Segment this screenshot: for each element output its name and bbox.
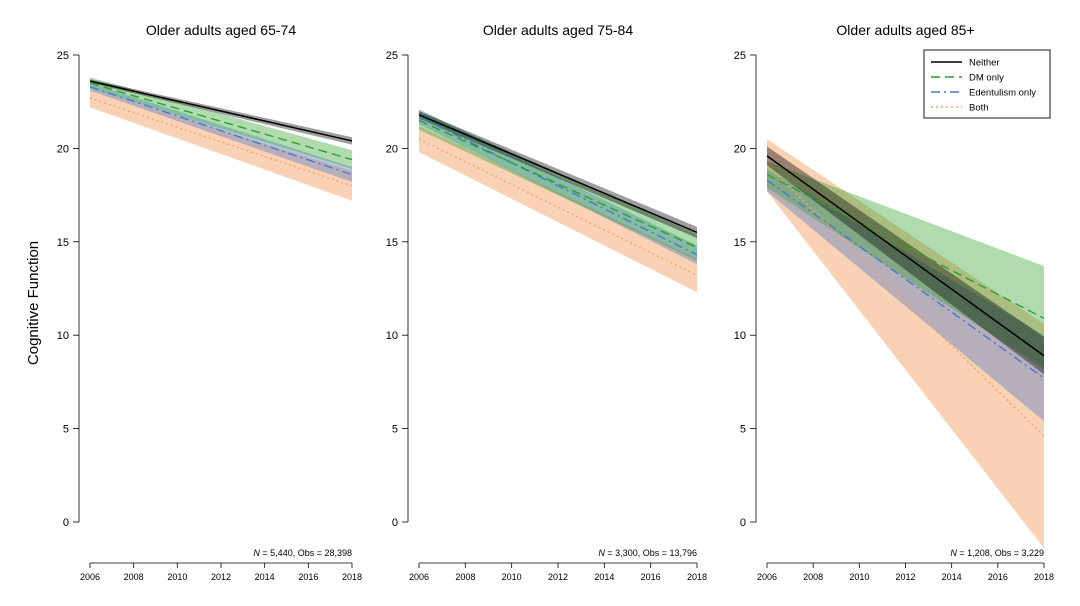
y-tick-label: 5 bbox=[740, 424, 746, 436]
y-tick-label: 20 bbox=[386, 143, 398, 155]
series-line-edentulism-only bbox=[418, 116, 698, 256]
y-tick-label: 15 bbox=[734, 237, 746, 249]
legend: Neither DM only Edentulism only Both bbox=[923, 49, 1051, 119]
sample-size-note: N = 3,300, Obs = 13,796 bbox=[598, 548, 697, 558]
series-line-neither bbox=[766, 155, 1045, 357]
y-tick-label: 20 bbox=[734, 143, 746, 155]
y-tick-label: 0 bbox=[740, 517, 746, 529]
ci-band-both bbox=[90, 88, 352, 201]
panel-1: Older adults aged 65-74 0 5 10 15 20 25 2006 200… bbox=[57, 22, 362, 582]
legend-entry-label: Edentulism only bbox=[969, 88, 1036, 99]
x-tick-label: 2010 bbox=[502, 572, 522, 582]
x-tick-label: 2014 bbox=[942, 572, 962, 582]
ci-band-neither bbox=[419, 111, 697, 239]
ci-band-both bbox=[419, 125, 697, 293]
legend-entry-label: DM only bbox=[969, 73, 1004, 84]
x-tick-label: 2012 bbox=[211, 572, 231, 582]
panel-title: Older adults aged 85+ bbox=[836, 22, 974, 38]
series-line-edentulism-only bbox=[89, 86, 353, 176]
x-tick-label: 2012 bbox=[895, 572, 915, 582]
x-tick-label: 2006 bbox=[80, 572, 100, 582]
x-tick-label: 2008 bbox=[803, 572, 823, 582]
x-tick-label: 2018 bbox=[342, 572, 362, 582]
y-axis-label: Cognitive Function bbox=[25, 241, 42, 365]
y-tick-label: 25 bbox=[386, 50, 398, 62]
x-tick-label: 2010 bbox=[167, 572, 187, 582]
x-tick-label: 2008 bbox=[455, 572, 475, 582]
series-line-both bbox=[418, 138, 698, 277]
series-line-both bbox=[89, 97, 353, 187]
x-tick-label: 2016 bbox=[641, 572, 661, 582]
x-tick-label: 2018 bbox=[1034, 572, 1054, 582]
x-tick-label: 2016 bbox=[988, 572, 1008, 582]
x-tick-label: 2014 bbox=[594, 572, 614, 582]
y-tick-label: 5 bbox=[392, 424, 398, 436]
ci-band-dm-only bbox=[767, 161, 1044, 369]
y-tick-label: 5 bbox=[63, 424, 69, 436]
y-tick-label: 15 bbox=[386, 237, 398, 249]
x-tick-label: 2008 bbox=[124, 572, 144, 582]
x-tick-label: 2006 bbox=[409, 572, 429, 582]
x-tick-label: 2018 bbox=[687, 572, 707, 582]
series-line-dm-only bbox=[89, 82, 353, 161]
y-tick-label: 10 bbox=[386, 330, 398, 342]
sample-size-note: N = 1,208, Obs = 3,229 bbox=[950, 548, 1044, 558]
x-tick-label: 2006 bbox=[757, 572, 777, 582]
y-tick-label: 25 bbox=[734, 50, 746, 62]
ci-band-dm-only bbox=[90, 77, 352, 169]
ci-band-both bbox=[767, 139, 1044, 549]
panel-3: Older adults aged 85+ 0 5 10 15 20 25 2006 2008 2… bbox=[734, 22, 1054, 582]
legend-entry-label: Neither bbox=[969, 58, 1000, 69]
x-tick-label: 2012 bbox=[548, 572, 568, 582]
y-tick-label: 15 bbox=[57, 237, 69, 249]
y-tick-label: 25 bbox=[57, 50, 69, 62]
sample-size-note: N = 5,440, Obs = 28,398 bbox=[253, 548, 352, 558]
series-line-dm-only bbox=[766, 173, 1045, 320]
series-line-neither bbox=[89, 80, 353, 142]
panel-title: Older adults aged 65-74 bbox=[146, 22, 296, 38]
x-tick-label: 2014 bbox=[255, 572, 275, 582]
series-line-dm-only bbox=[418, 119, 698, 249]
ci-band-edentulism-only bbox=[419, 109, 697, 265]
ci-band-neither bbox=[767, 146, 1044, 375]
y-tick-label: 10 bbox=[57, 330, 69, 342]
y-tick-label: 0 bbox=[63, 517, 69, 529]
panel-2: Older adults aged 75-84 0 5 10 15 20 25 2006 200… bbox=[386, 22, 707, 582]
x-tick-label: 2016 bbox=[298, 572, 318, 582]
series-line-neither bbox=[418, 114, 698, 234]
legend-entry-label: Both bbox=[969, 103, 989, 114]
panel-title: Older adults aged 75-84 bbox=[483, 22, 633, 38]
y-tick-label: 10 bbox=[734, 330, 746, 342]
y-tick-label: 20 bbox=[57, 143, 69, 155]
ci-band-edentulism-only bbox=[90, 83, 352, 183]
x-tick-label: 2010 bbox=[849, 572, 869, 582]
y-tick-label: 0 bbox=[392, 517, 398, 529]
